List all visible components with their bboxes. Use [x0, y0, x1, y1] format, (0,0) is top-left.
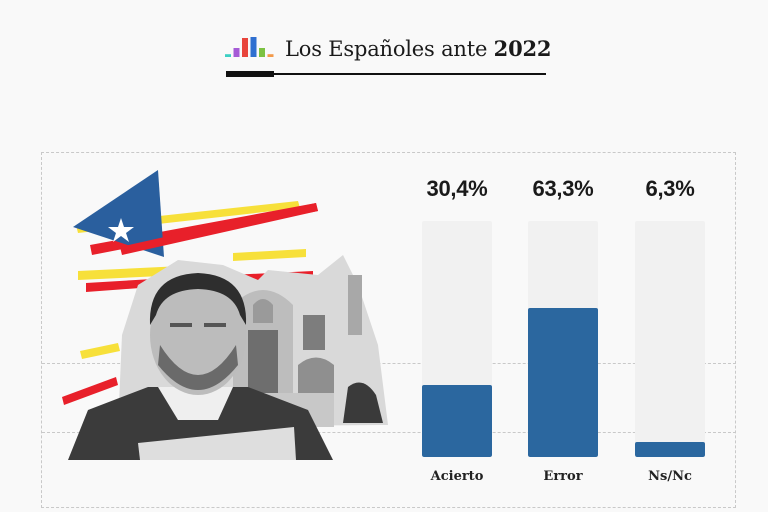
star-icon [108, 218, 134, 242]
title-prefix: Los Españoles ante [285, 37, 488, 61]
bar [422, 385, 492, 457]
category-label: Error [543, 469, 583, 484]
stripe-red [62, 377, 118, 405]
chart-guide-band [42, 363, 736, 433]
page-title: Los Españoles ante 2022 [285, 36, 552, 61]
logo-bar [267, 54, 274, 57]
data-label: 30,4% [426, 176, 488, 201]
data-label: 63,3% [532, 176, 594, 201]
bar [635, 442, 705, 457]
estelada-flag [73, 170, 318, 257]
stripe-yellow [233, 249, 306, 261]
bar-track [422, 221, 492, 457]
title-year: 2022 [493, 36, 552, 61]
logo-bar [225, 54, 231, 57]
logo-bar [259, 48, 265, 57]
bar-track [635, 221, 705, 457]
bar-chart-logo-icon [225, 37, 274, 57]
stripe-red [86, 279, 153, 292]
title-underline [226, 73, 546, 75]
photo-collage [62, 170, 388, 460]
category-label: Acierto [430, 469, 484, 484]
page-header: Los Españoles ante 2022 [224, 36, 552, 78]
bar [528, 307, 598, 457]
logo-bar [233, 48, 240, 57]
logo-bar [250, 37, 257, 57]
person-photo [68, 273, 333, 460]
category-label: Ns/Nc [648, 469, 692, 484]
title-underline-accent [226, 71, 274, 77]
logo-bar [242, 38, 248, 57]
bar-track [528, 221, 598, 457]
data-label: 6,3% [645, 176, 695, 201]
stripe-yellow [80, 343, 120, 359]
chart-frame [41, 152, 736, 508]
